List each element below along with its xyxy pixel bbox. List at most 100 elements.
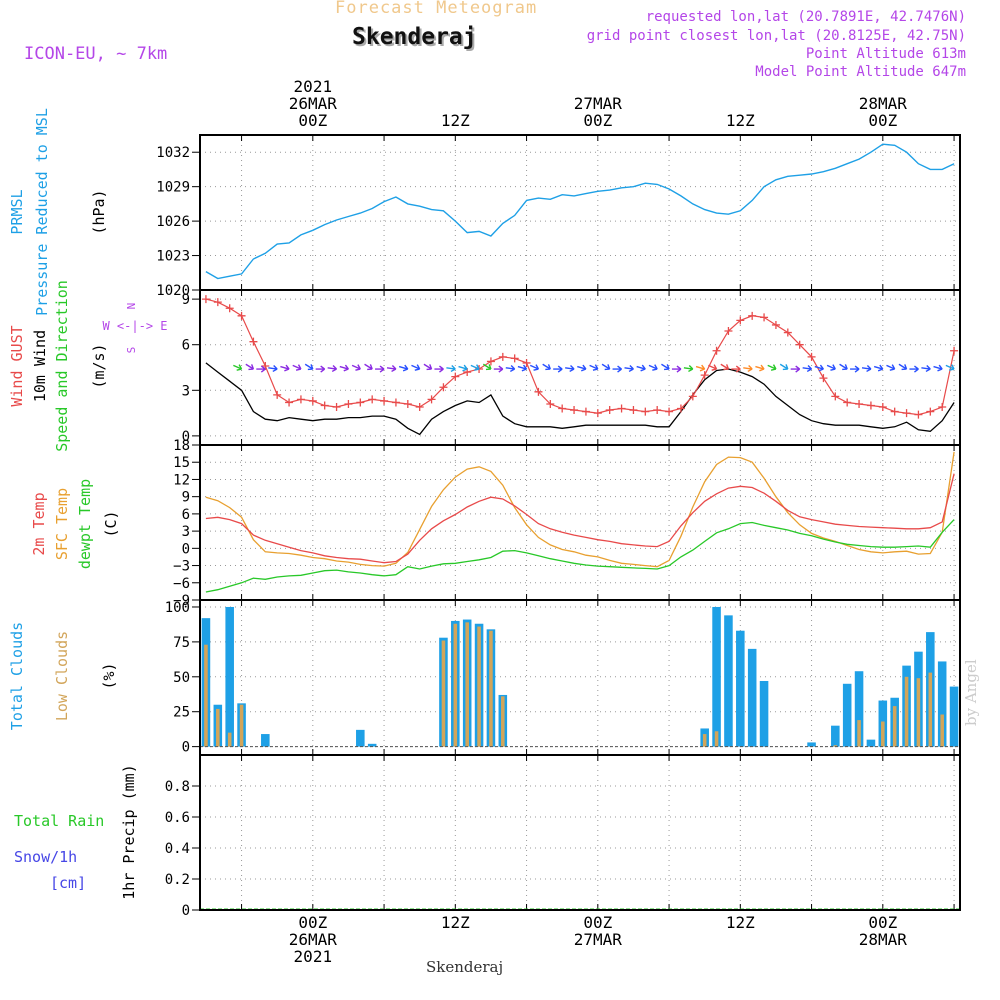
wind-arrow-shape <box>839 363 848 371</box>
y-tick-label: 50 <box>173 670 190 686</box>
wind-direction-arrow <box>933 364 943 372</box>
wind-gust-marker <box>356 398 365 407</box>
wind-direction-arrow <box>636 364 646 372</box>
cloud-unit: (%) <box>100 662 118 689</box>
wind-arrow-shape <box>850 365 860 373</box>
y-tick-label: 25 <box>173 705 190 721</box>
wind-arrow-shape <box>446 364 456 373</box>
compass-rose: N W <-|-> E S <box>102 303 167 354</box>
wind-direction-arrow <box>256 365 266 373</box>
time-label-top: 2021 <box>294 77 333 96</box>
wind-arrow-shape <box>565 364 575 373</box>
y-tick-label: 1032 <box>156 145 190 161</box>
wind-direction-arrow <box>708 364 718 371</box>
y-tick-label: 0 <box>182 541 190 557</box>
wind-gust-line <box>205 298 955 416</box>
wind-gust-marker <box>855 399 864 408</box>
cloud-label-total: Total Clouds <box>8 622 26 730</box>
wind-direction-arrow <box>921 364 931 373</box>
time-label-top: 12Z <box>726 111 755 130</box>
low-cloud-bar <box>857 720 861 747</box>
wind-direction-arrow <box>505 364 516 373</box>
wind-gust-marker <box>771 320 780 329</box>
time-label-top: 27MAR <box>574 94 623 113</box>
wind-gust-marker <box>724 327 733 336</box>
wind-direction-arrow <box>386 364 397 373</box>
total-cloud-bar <box>759 680 769 747</box>
wind-direction-arrow <box>898 363 908 371</box>
rain-legend: Total Rain <box>14 812 104 830</box>
time-label-top: 26MAR <box>289 94 338 113</box>
wind-arrow-shape <box>909 365 919 373</box>
wind-arrow-shape <box>743 364 753 373</box>
wind-arrow-shape <box>423 363 433 371</box>
wind-arrow-shape <box>790 365 801 373</box>
wind-arrow-shape <box>814 364 824 372</box>
wind-direction-arrow <box>683 364 694 373</box>
y-tick-label: 15 <box>173 455 190 471</box>
wind-direction-arrow <box>945 364 955 371</box>
point-altitude: Point Altitude 613m <box>805 46 966 62</box>
y-tick-label: 6 <box>182 507 190 523</box>
total-cloud-bar <box>724 615 733 747</box>
temp-unit: (C) <box>102 510 120 537</box>
wind-arrow-shape <box>529 364 540 371</box>
y-tick-label: 0.6 <box>165 810 190 826</box>
low-cloud-bar <box>239 704 244 747</box>
wind-direction-arrow <box>814 364 824 372</box>
low-cloud-bar <box>714 731 719 747</box>
wind-direction-arrow <box>861 364 872 373</box>
wind-direction-arrow <box>315 365 326 373</box>
time-label-bottom: 00Z <box>868 913 897 932</box>
panel-frame-temp <box>199 444 961 601</box>
wind-gust-marker <box>581 407 590 416</box>
wind-arrow-shape <box>233 364 243 371</box>
wind-gust-marker <box>273 390 282 399</box>
wind-gust-marker <box>629 406 638 415</box>
y-tick-label: 0.4 <box>165 841 190 857</box>
time-label-bottom: 26MAR <box>289 930 338 949</box>
wind-direction-arrow <box>612 365 622 373</box>
compass-north: N <box>125 303 138 310</box>
y-tick-label: 9 <box>182 292 190 308</box>
wind-gust-marker <box>736 316 745 325</box>
wind-arrow-shape <box>351 364 361 371</box>
wind-direction-arrow <box>446 364 456 373</box>
low-cloud-bar <box>227 732 232 747</box>
wind-gust-marker <box>866 401 875 410</box>
wind-gust-marker <box>344 399 353 408</box>
wind-arrow-shape <box>708 364 718 371</box>
wind-arrow-shape <box>731 365 741 373</box>
low-cloud-bar <box>453 623 458 747</box>
y-tick-label: 3 <box>182 524 190 540</box>
wind-arrow-shape <box>245 363 255 371</box>
wind-gust-marker <box>225 304 234 313</box>
wind-direction-arrow <box>542 363 551 371</box>
wind-gust-marker <box>748 311 757 320</box>
wind-gust-marker <box>665 407 674 416</box>
wind-gust-marker <box>451 372 460 381</box>
time-label-bottom: 27MAR <box>574 930 623 949</box>
wind-direction-arrow <box>339 364 349 372</box>
low-cloud-bar <box>904 676 909 747</box>
wind-gust-marker <box>950 346 959 355</box>
wind-gust-marker <box>308 396 317 405</box>
wind-gust-marker <box>237 311 246 320</box>
wind-direction-arrow <box>517 364 528 372</box>
total-cloud-bar <box>736 630 745 747</box>
time-label-bottom: 2021 <box>294 947 333 966</box>
product-title: Forecast Meteogram <box>335 0 538 18</box>
temp-sfc-line <box>205 451 955 568</box>
wind-gust-marker <box>688 392 697 401</box>
wind-direction-arrow <box>482 363 492 371</box>
y-tick-label: 18 <box>173 438 190 454</box>
wind-arrow-shape <box>861 364 872 373</box>
wind-direction-arrow <box>268 364 278 373</box>
total-cloud-bar <box>937 661 947 747</box>
wind-arrow-shape <box>779 363 789 371</box>
wind-gust-marker <box>819 374 828 383</box>
wind-gust-marker <box>641 407 650 416</box>
wind-gust-marker <box>926 407 935 416</box>
wind-direction-arrow <box>280 364 290 372</box>
